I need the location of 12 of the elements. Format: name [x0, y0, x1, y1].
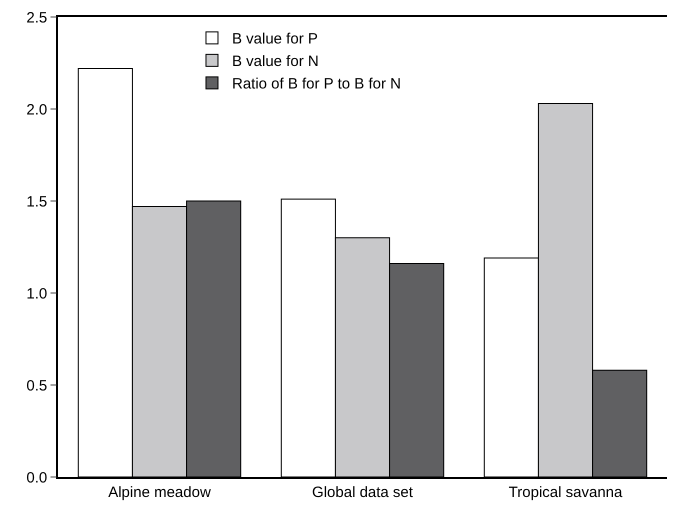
y-tick-label: 2.0: [26, 101, 48, 118]
x-tick-label: Global data set: [312, 484, 414, 501]
x-tick-label: Tropical savanna: [508, 484, 623, 501]
x-tick-label: Alpine meadow: [108, 484, 211, 501]
y-tick-label: 1.5: [26, 193, 48, 210]
y-tick-label: 0.0: [26, 469, 48, 486]
y-tick-label: 0.5: [26, 377, 48, 394]
y-tick-label: 1.0: [26, 285, 48, 302]
legend-label: B value for N: [232, 53, 319, 70]
legend-label: Ratio of B for P to B for N: [232, 76, 401, 93]
y-tick-label: 2.5: [26, 9, 48, 26]
legend-label: B value for P: [232, 30, 318, 48]
